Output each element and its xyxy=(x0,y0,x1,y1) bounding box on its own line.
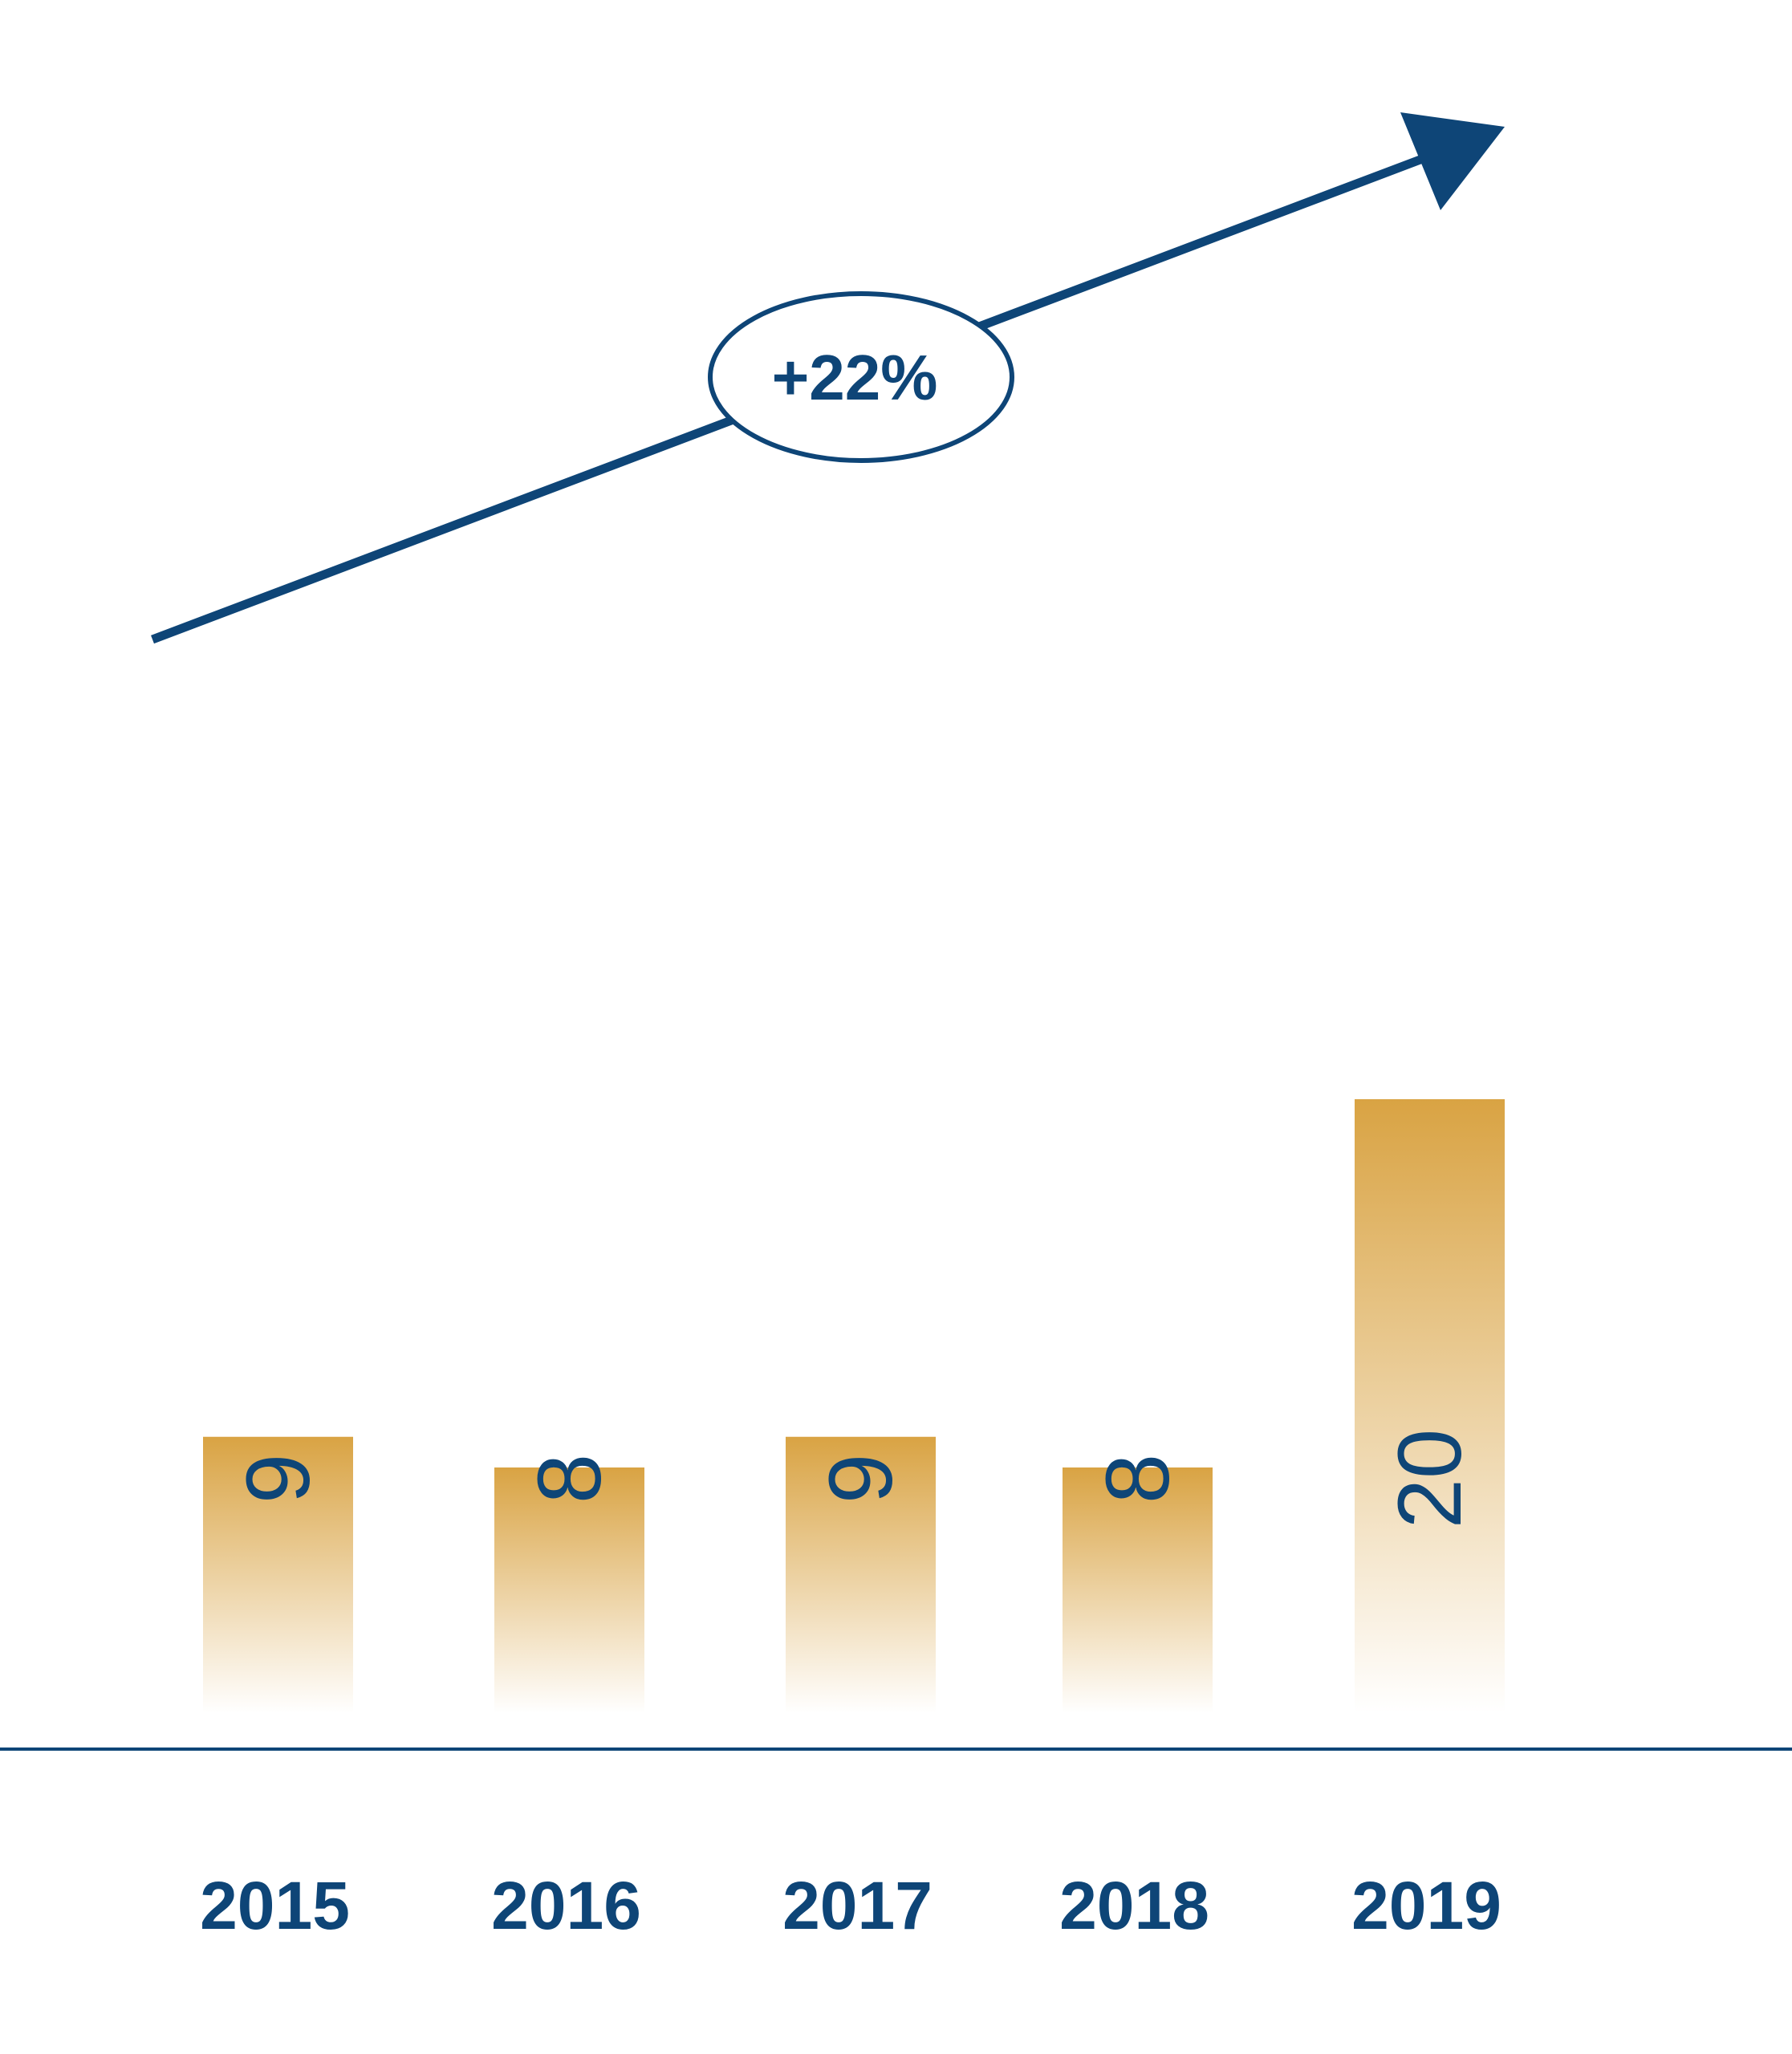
bar-2017 xyxy=(786,1436,936,1713)
x-tick-label-2017: 2017 xyxy=(782,1868,933,1943)
trend-badge xyxy=(708,291,1014,463)
value-label-2018: 8 xyxy=(1087,1454,1188,1504)
x-tick-label-2016: 2016 xyxy=(491,1868,641,1943)
value-label-2017: 9 xyxy=(811,1454,911,1504)
x-tick-labels: 2015 2016 2017 2018 2019 xyxy=(200,1868,1501,1943)
bars-layer xyxy=(203,1099,1505,1713)
trend-annotation: +22% xyxy=(151,112,1505,644)
bar-2018 xyxy=(1063,1467,1213,1713)
value-label-2016: 8 xyxy=(519,1454,620,1504)
value-label-2015: 9 xyxy=(228,1454,328,1504)
x-tick-label-2015: 2015 xyxy=(200,1868,350,1943)
x-tick-label-2019: 2019 xyxy=(1351,1868,1501,1943)
x-tick-label-2018: 2018 xyxy=(1059,1868,1209,1943)
value-label-2019: 20 xyxy=(1380,1429,1480,1529)
bar-2019 xyxy=(1355,1099,1505,1713)
value-labels-layer: 9 8 9 8 20 xyxy=(228,1429,1480,1529)
bar-2016 xyxy=(494,1467,644,1713)
trend-arrow-head-icon xyxy=(1400,112,1505,210)
trend-badge-label: +22% xyxy=(772,342,938,413)
bar-2015 xyxy=(203,1436,353,1713)
